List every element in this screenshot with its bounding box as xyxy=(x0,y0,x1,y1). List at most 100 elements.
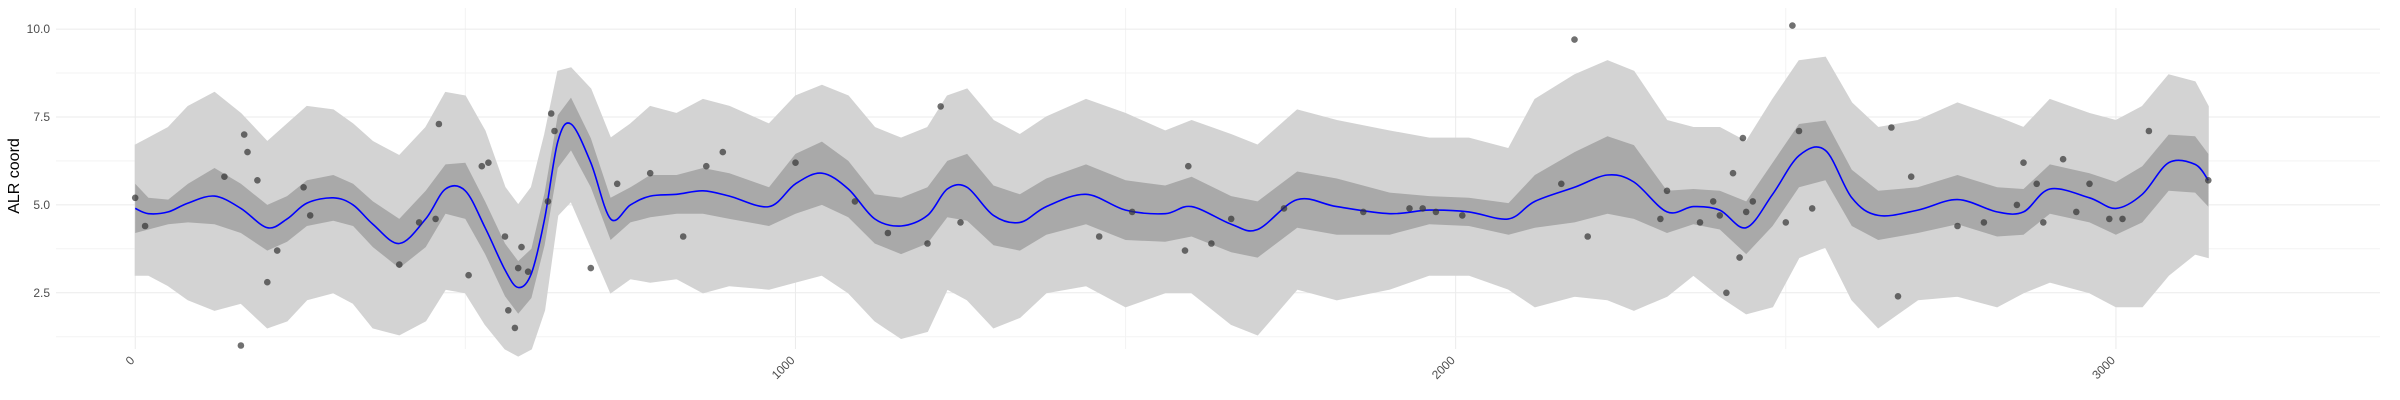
data-point xyxy=(518,243,525,251)
data-point xyxy=(2059,155,2067,163)
data-point xyxy=(1749,198,1757,205)
mean-line xyxy=(134,122,2209,289)
data-point xyxy=(1584,233,1591,240)
data-point xyxy=(937,103,944,110)
data-point xyxy=(221,173,228,180)
data-point xyxy=(1208,240,1215,247)
data-point xyxy=(1789,22,1796,29)
data-point xyxy=(1571,36,1578,43)
y-axis-title: ALR coord xyxy=(6,138,23,214)
data-point xyxy=(1716,212,1724,219)
data-point xyxy=(1709,198,1717,205)
data-point xyxy=(1432,208,1440,216)
x-axis-ticks: 0 1000 2000 3000 xyxy=(123,353,2119,382)
data-point xyxy=(792,159,799,166)
data-point xyxy=(2020,159,2027,166)
data-point xyxy=(254,177,261,184)
data-point xyxy=(1657,215,1664,223)
data-point xyxy=(237,342,245,349)
data-point xyxy=(703,162,710,170)
data-point xyxy=(435,120,443,128)
data-point xyxy=(2013,201,2021,209)
data-point xyxy=(1795,127,1803,135)
data-point xyxy=(1406,205,1413,212)
data-point xyxy=(957,219,964,226)
data-point xyxy=(141,222,149,230)
data-point xyxy=(1723,289,1730,297)
data-point xyxy=(1185,162,1192,170)
data-point xyxy=(1808,205,1816,212)
data-point xyxy=(1696,219,1704,226)
data-point xyxy=(415,219,423,226)
data-point xyxy=(524,268,532,276)
data-point xyxy=(1980,219,1988,226)
data-point xyxy=(1888,124,1895,131)
data-point xyxy=(1742,208,1750,216)
data-point xyxy=(587,264,595,272)
data-point xyxy=(1663,187,1671,195)
data-point xyxy=(547,110,555,117)
data-point xyxy=(514,264,522,272)
data-point xyxy=(1736,254,1743,261)
data-point xyxy=(1095,233,1103,240)
inner-interval-band xyxy=(135,97,2209,314)
y-tick-label: 10.0 xyxy=(27,22,51,36)
data-point xyxy=(1894,293,1902,300)
data-point xyxy=(1907,173,1915,180)
mean-curve xyxy=(134,122,2209,289)
data-point xyxy=(2040,219,2047,226)
data-point xyxy=(131,194,139,202)
data-point xyxy=(1419,205,1426,212)
x-tick-label: 1000 xyxy=(769,353,798,382)
y-tick-label: 2.5 xyxy=(33,286,50,300)
data-point xyxy=(396,261,403,268)
data-point xyxy=(679,233,687,240)
data-point xyxy=(264,278,271,286)
data-point xyxy=(478,162,486,170)
data-point xyxy=(544,198,552,205)
data-point xyxy=(924,240,931,247)
data-point xyxy=(2073,208,2080,216)
data-point xyxy=(240,131,248,138)
data-point xyxy=(2119,215,2126,223)
data-point xyxy=(1954,222,1961,230)
y-tick-label: 5.0 xyxy=(33,198,50,212)
x-tick-label: 3000 xyxy=(2089,353,2118,382)
data-point xyxy=(1227,215,1235,223)
data-point xyxy=(300,184,307,191)
data-point xyxy=(1782,219,1790,226)
data-point xyxy=(1280,205,1288,212)
x-tick-label: 2000 xyxy=(1429,353,1458,382)
data-point xyxy=(2106,215,2113,223)
data-point xyxy=(485,159,492,166)
data-point xyxy=(851,198,859,205)
data-point xyxy=(1459,212,1466,219)
data-point xyxy=(306,212,314,219)
data-point xyxy=(1558,180,1565,188)
data-point xyxy=(465,271,472,279)
data-point xyxy=(501,233,509,240)
data-point xyxy=(551,127,558,135)
data-point xyxy=(2205,177,2212,184)
data-point xyxy=(432,215,439,223)
data-point xyxy=(273,247,281,254)
data-point xyxy=(1729,169,1737,177)
y-tick-label: 7.5 xyxy=(33,110,50,124)
data-point xyxy=(884,229,892,237)
y-axis-ticks: 2.5 5.0 7.5 10.0 xyxy=(27,22,51,300)
observation-points xyxy=(131,22,2212,349)
data-point xyxy=(2033,180,2040,188)
data-point xyxy=(2145,127,2153,135)
data-point xyxy=(2086,180,2093,188)
data-point xyxy=(505,307,512,314)
data-point xyxy=(719,148,727,156)
data-point xyxy=(1739,134,1747,142)
data-point xyxy=(1360,208,1367,216)
data-point xyxy=(646,169,654,177)
x-tick-label: 0 xyxy=(123,353,138,368)
inner-band-area xyxy=(135,97,2209,314)
data-point xyxy=(1128,208,1136,216)
data-point xyxy=(244,148,251,156)
data-point xyxy=(1181,247,1189,254)
